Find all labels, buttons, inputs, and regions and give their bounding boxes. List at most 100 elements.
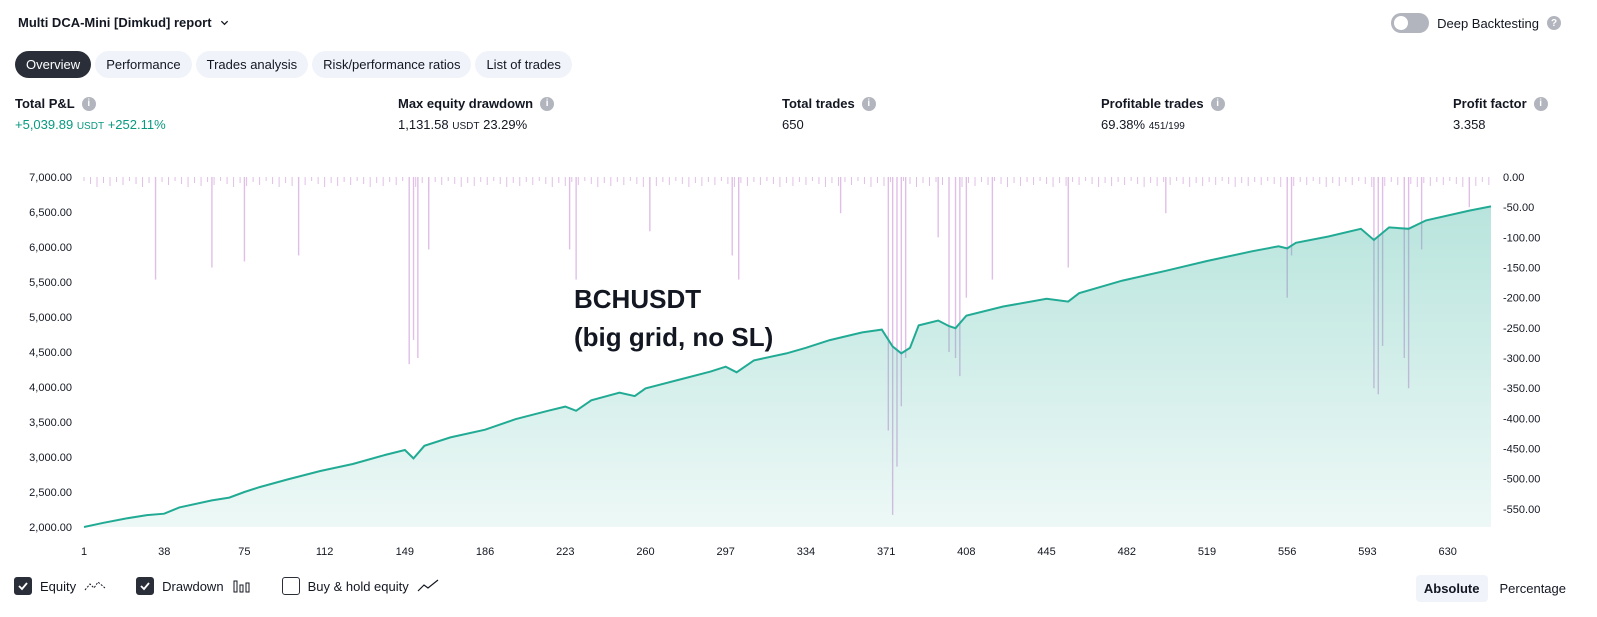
tab-risk-performance-ratios[interactable]: Risk/performance ratios bbox=[312, 51, 472, 78]
summary-stats: Total P&L i +5,039.89 USDT +252.11% Max e… bbox=[0, 96, 1597, 146]
annotation-symbol: BCHUSDT bbox=[574, 284, 702, 314]
equity-drawdown-chart[interactable]: 7,000.00 6,500.00 6,000.00 5,500.00 5,000.00… bbox=[0, 160, 1597, 565]
left-axis-tick-label: 3,000.00 bbox=[29, 452, 72, 464]
x-axis-tick-label: 112 bbox=[316, 546, 334, 558]
stat-label: Total P&L bbox=[15, 96, 75, 111]
left-axis-tick-label: 2,000.00 bbox=[29, 522, 72, 534]
right-axis-tick-label: -100.00 bbox=[1503, 232, 1540, 244]
left-axis-tick-label: 5,500.00 bbox=[29, 277, 72, 289]
report-header: Multi DCA-Mini [Dimkud] report Deep Back… bbox=[0, 0, 1597, 48]
x-axis-tick-label: 149 bbox=[396, 546, 414, 558]
chart-mode-switch: Absolute Percentage bbox=[1415, 575, 1574, 602]
stat-unit: USDT bbox=[452, 121, 480, 132]
stat-max-drawdown: Max equity drawdown i 1,131.58 USDT 23.29… bbox=[398, 96, 555, 132]
stat-value: +5,039.89 bbox=[15, 117, 74, 132]
right-axis-tick-label: -250.00 bbox=[1503, 323, 1540, 335]
right-axis-tick-label: -500.00 bbox=[1503, 474, 1540, 486]
left-axis-tick-label: 5,000.00 bbox=[29, 312, 72, 324]
mode-absolute-button[interactable]: Absolute bbox=[1415, 575, 1488, 602]
legend-drawdown[interactable]: Drawdown bbox=[136, 577, 251, 595]
x-axis-tick-label: 408 bbox=[957, 546, 975, 558]
info-icon[interactable]: i bbox=[1533, 96, 1548, 111]
stat-profitable-trades: Profitable trades i 69.38% 451/199 bbox=[1101, 96, 1225, 132]
tab-performance[interactable]: Performance bbox=[95, 51, 192, 78]
tab-overview[interactable]: Overview bbox=[15, 51, 92, 78]
left-axis-tick-label: 4,000.00 bbox=[29, 382, 72, 394]
help-icon[interactable]: ? bbox=[1547, 16, 1561, 30]
x-axis-tick-label: 75 bbox=[238, 546, 250, 558]
x-axis-tick-label: 556 bbox=[1278, 546, 1296, 558]
stat-label: Total trades bbox=[782, 96, 855, 111]
right-axis-tick-label: -400.00 bbox=[1503, 413, 1540, 425]
x-axis-tick-label: 445 bbox=[1037, 546, 1055, 558]
report-tabs: Overview Performance Trades analysis Ris… bbox=[15, 51, 572, 78]
chart-annotation: BCHUSDT (big grid, no SL) bbox=[574, 280, 773, 356]
stat-percent: 23.29% bbox=[483, 117, 528, 132]
legend-label: Equity bbox=[40, 578, 77, 594]
stat-value: 3.358 bbox=[1453, 117, 1486, 132]
x-axis-tick-label: 223 bbox=[556, 546, 574, 558]
info-icon[interactable]: i bbox=[540, 96, 555, 111]
right-axis-tick-label: -550.00 bbox=[1503, 504, 1540, 516]
x-axis-tick-label: 371 bbox=[877, 546, 895, 558]
annotation-note: (big grid, no SL) bbox=[574, 322, 774, 352]
legend-buy-hold[interactable]: Buy & hold equity bbox=[281, 577, 439, 595]
right-axis-tick-label: -350.00 bbox=[1503, 383, 1540, 395]
deep-backtesting: Deep Backtesting ? bbox=[1391, 13, 1561, 33]
chevron-down-icon bbox=[220, 20, 228, 26]
x-axis-tick-label: 186 bbox=[476, 546, 494, 558]
left-axis-tick-label: 3,500.00 bbox=[29, 417, 72, 429]
legend-label: Drawdown bbox=[162, 578, 224, 594]
stat-value: 650 bbox=[782, 117, 804, 132]
buy-hold-line-icon bbox=[417, 579, 439, 592]
x-axis-tick-label: 297 bbox=[717, 546, 735, 558]
x-axis-tick-label: 482 bbox=[1118, 546, 1136, 558]
x-axis-tick-label: 334 bbox=[797, 546, 815, 558]
toggle-knob bbox=[1394, 16, 1409, 30]
equity-checkbox[interactable] bbox=[14, 577, 32, 595]
stat-total-pnl: Total P&L i +5,039.89 USDT +252.11% bbox=[15, 96, 166, 132]
buy-hold-checkbox[interactable] bbox=[281, 577, 300, 595]
report-title: Multi DCA-Mini [Dimkud] report bbox=[18, 15, 212, 30]
tab-trades-analysis[interactable]: Trades analysis bbox=[195, 51, 309, 78]
equity-line-icon bbox=[84, 581, 106, 591]
drawdown-bars-icon bbox=[233, 580, 250, 593]
stat-label: Profit factor bbox=[1453, 96, 1527, 111]
mode-percentage-button[interactable]: Percentage bbox=[1499, 581, 1567, 596]
stat-unit: USDT bbox=[76, 121, 105, 132]
deep-backtesting-label: Deep Backtesting bbox=[1437, 15, 1539, 31]
right-axis-tick-label: -50.00 bbox=[1503, 202, 1534, 214]
equity-line bbox=[83, 205, 1492, 528]
chart-legend: Equity Drawdown Buy & hold equity bbox=[14, 577, 469, 595]
report-title-dropdown[interactable]: Multi DCA-Mini [Dimkud] report bbox=[18, 15, 229, 30]
right-axis-tick-label: -300.00 bbox=[1503, 353, 1540, 365]
equity-area bbox=[84, 206, 1491, 527]
stat-percent: +252.11% bbox=[107, 117, 166, 132]
x-axis-tick-label: 1 bbox=[81, 546, 87, 558]
x-axis-tick-label: 38 bbox=[158, 546, 170, 558]
left-axis-tick-label: 6,500.00 bbox=[29, 207, 72, 219]
drawdown-checkbox[interactable] bbox=[136, 577, 155, 595]
stat-sub: 451/199 bbox=[1148, 121, 1185, 132]
stat-value: 69.38% bbox=[1101, 117, 1146, 132]
right-axis-tick-label: -150.00 bbox=[1503, 263, 1540, 275]
left-axis-tick-label: 4,500.00 bbox=[29, 347, 72, 359]
tab-list-of-trades[interactable]: List of trades bbox=[475, 51, 572, 78]
legend-equity[interactable]: Equity bbox=[14, 577, 106, 595]
x-axis-tick-label: 260 bbox=[636, 546, 654, 558]
stat-label: Max equity drawdown bbox=[398, 96, 534, 111]
x-axis-tick-label: 630 bbox=[1438, 546, 1456, 558]
info-icon[interactable]: i bbox=[861, 96, 876, 111]
info-icon[interactable]: i bbox=[81, 96, 96, 111]
x-axis-tick-label: 519 bbox=[1198, 546, 1216, 558]
info-icon[interactable]: i bbox=[1210, 96, 1225, 111]
right-axis-tick-label: -450.00 bbox=[1503, 444, 1540, 456]
x-axis-tick-label: 593 bbox=[1358, 546, 1376, 558]
stat-label: Profitable trades bbox=[1101, 96, 1204, 111]
legend-label: Buy & hold equity bbox=[307, 578, 409, 594]
deep-backtesting-toggle[interactable] bbox=[1391, 13, 1430, 33]
right-axis-tick-label: 0.00 bbox=[1503, 172, 1524, 184]
right-axis-tick-label: -200.00 bbox=[1503, 293, 1540, 305]
left-axis-tick-label: 7,000.00 bbox=[29, 172, 72, 184]
left-axis-tick-label: 2,500.00 bbox=[29, 487, 72, 499]
